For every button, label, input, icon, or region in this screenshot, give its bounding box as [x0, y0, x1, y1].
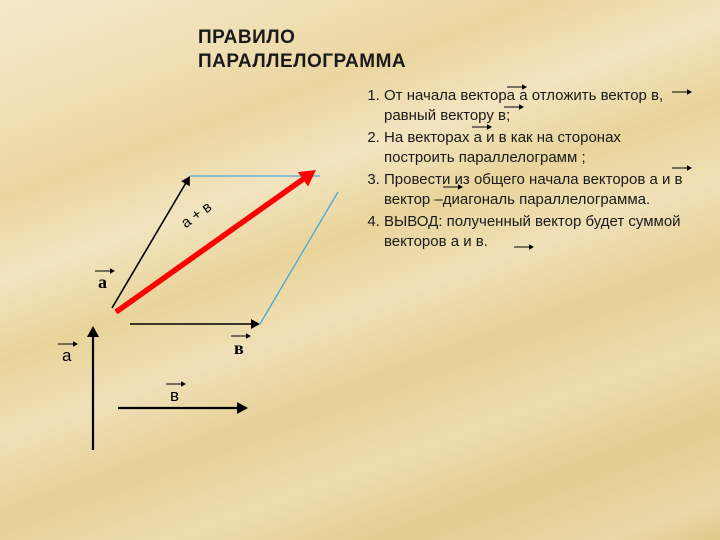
- vec-b-standalone-head: [237, 402, 248, 414]
- overline-label-b-serif-head: [246, 333, 251, 339]
- overline-label-a-serif-head: [110, 268, 115, 274]
- label-sum: а + в: [178, 198, 215, 231]
- parallelogram-side-right: [260, 192, 338, 324]
- page-title: ПРАВИЛО ПАРАЛЛЕЛОГРАММА: [198, 26, 406, 74]
- label-a-serif: а: [98, 272, 107, 293]
- vec-a-standalone-head: [87, 326, 99, 337]
- label-b-serif: в: [234, 338, 244, 359]
- vec-a-parallelogram: [112, 180, 188, 308]
- overline-label-b-sans-head: [181, 381, 186, 387]
- vec-sum: [116, 175, 309, 312]
- label-a-sans: а: [62, 346, 71, 366]
- steps-list: От начала вектора а отложить вектор в, р…: [384, 86, 694, 254]
- title-line2: ПАРАЛЛЕЛОГРАММА: [198, 50, 406, 74]
- vec-a-parallelogram-head: [181, 176, 190, 186]
- overline-label-a-sans-head: [73, 341, 78, 347]
- vector-diagram: [0, 0, 720, 540]
- step-item: На векторах а и в как на сторонах постро…: [384, 128, 694, 168]
- step-item: От начала вектора а отложить вектор в, р…: [384, 86, 694, 126]
- label-b-sans: в: [170, 386, 179, 406]
- title-line1: ПРАВИЛО: [198, 26, 406, 50]
- step-item: Провести из общего начала векторов а и в…: [384, 170, 694, 210]
- vec-sum-head: [298, 170, 316, 186]
- vec-b-parallelogram-head: [251, 319, 260, 329]
- step-item: ВЫВОД: полученный вектор будет суммой ве…: [384, 212, 694, 252]
